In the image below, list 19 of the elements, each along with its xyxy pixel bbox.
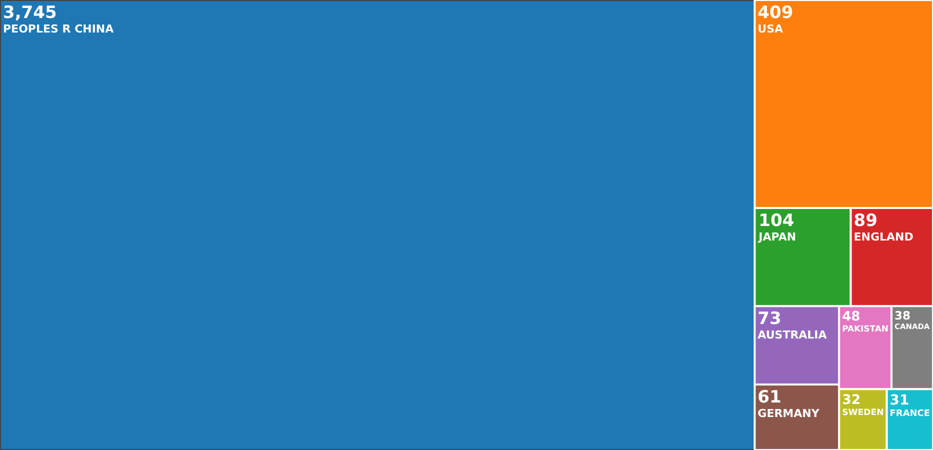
category-label: AUSTRALIA xyxy=(758,328,828,342)
data-label: 104 xyxy=(758,210,794,231)
data-label: 409 xyxy=(758,3,794,23)
data-label: 3,745 xyxy=(3,3,57,23)
data-label: 48 xyxy=(842,310,860,325)
category-label: GERMANY xyxy=(758,406,820,420)
data-label: 38 xyxy=(894,308,911,322)
data-label: 32 xyxy=(842,392,861,408)
data-label: 89 xyxy=(854,210,878,231)
data-label: 73 xyxy=(758,309,782,330)
category-label: USA xyxy=(758,22,784,36)
category-label: PAKISTAN xyxy=(842,324,888,334)
category-label: SWEDEN xyxy=(842,408,884,418)
category-label: JAPAN xyxy=(758,230,796,244)
data-label: 31 xyxy=(890,392,910,408)
category-label: PEOPLES R CHINA xyxy=(3,22,114,36)
category-label: ENGLAND xyxy=(854,230,914,244)
category-label: FRANCE xyxy=(890,409,930,420)
data-label: 61 xyxy=(758,387,782,408)
